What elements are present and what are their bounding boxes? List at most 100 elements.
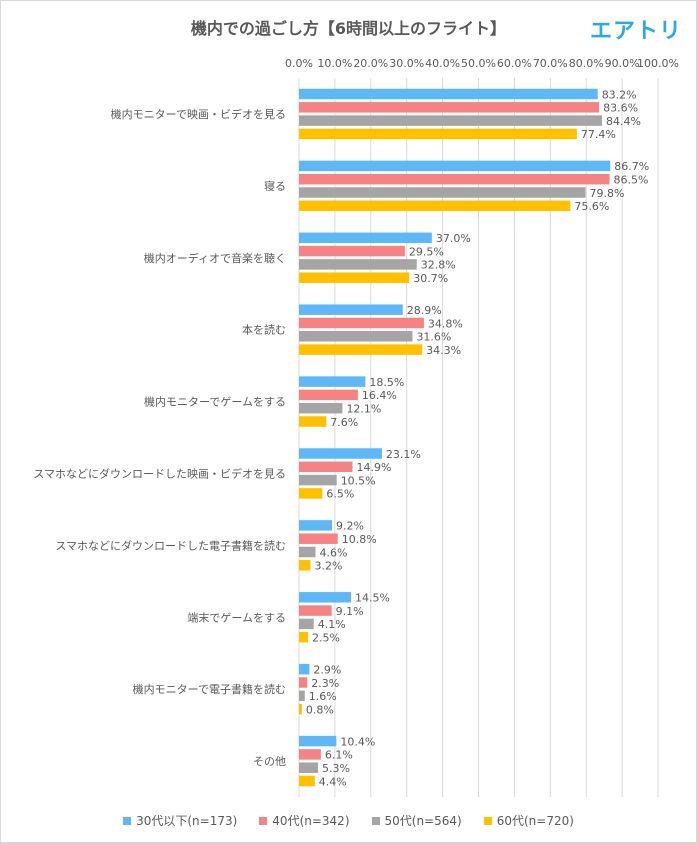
- data-label: 6.1%: [325, 749, 353, 762]
- bars: [299, 88, 611, 787]
- bar: [299, 762, 319, 773]
- category-label: 本を読む: [242, 323, 286, 337]
- data-label: 34.8%: [428, 317, 463, 330]
- bar: [299, 160, 611, 172]
- bar: [299, 416, 327, 427]
- grid-lines: [298, 78, 659, 797]
- data-label: 9.1%: [336, 605, 364, 618]
- data-label: 18.5%: [369, 376, 404, 389]
- data-label: 3.2%: [314, 560, 342, 573]
- legend-swatch: [483, 816, 492, 825]
- data-label: 2.9%: [313, 663, 341, 676]
- bar: [299, 488, 323, 499]
- data-label: 2.3%: [311, 677, 339, 690]
- data-label: 28.9%: [407, 304, 442, 317]
- bar: [299, 173, 610, 185]
- bar: [299, 605, 332, 616]
- data-label: 86.7%: [614, 160, 649, 173]
- category-label: 機内オーディオで音楽を聴く: [144, 251, 286, 265]
- data-label: 4.1%: [318, 618, 346, 631]
- x-tick-label: 30.0%: [389, 57, 424, 70]
- bar: [299, 533, 338, 544]
- bar: [299, 102, 600, 113]
- x-axis-ticks: 0.0% 10.0% 20.0% 30.0% 40.0% 50.0% 60.0% 70.0% 8…: [285, 57, 679, 70]
- data-label: 32.8%: [421, 259, 456, 272]
- bar: [299, 344, 423, 355]
- data-label: 84.4%: [606, 115, 641, 128]
- legend-label: 50代(n=564): [384, 814, 462, 828]
- x-tick-label: 60.0%: [497, 57, 532, 70]
- bar: [299, 663, 310, 675]
- bar: [299, 187, 586, 198]
- data-label: 79.8%: [589, 187, 624, 200]
- data-label: 77.4%: [581, 128, 616, 141]
- x-tick-label: 70.0%: [533, 57, 568, 70]
- data-label: 2.5%: [312, 631, 340, 644]
- bar: [299, 677, 308, 688]
- bar: [299, 88, 598, 100]
- data-label: 0.8%: [306, 703, 334, 716]
- data-label: 7.6%: [330, 416, 358, 429]
- bar: [299, 128, 577, 140]
- bar: [299, 304, 403, 315]
- data-label: 5.3%: [322, 762, 350, 775]
- data-label: 83.6%: [603, 102, 638, 115]
- category-label: スマホなどにダウンロードした映画・ビデオを見る: [33, 466, 286, 480]
- x-tick-label: 80.0%: [569, 57, 604, 70]
- bar: [299, 272, 410, 283]
- data-label: 1.6%: [309, 690, 337, 703]
- category-label: 機内モニターで電子書籍を読む: [133, 682, 286, 696]
- data-labels: 83.2%83.6%84.4%77.4% 86.7%86.5%79.8%75.6%…: [306, 88, 649, 788]
- data-label: 31.6%: [416, 331, 451, 344]
- bar: [299, 474, 337, 486]
- data-label: 86.5%: [614, 173, 649, 186]
- data-label: 6.5%: [326, 488, 354, 501]
- bar: [299, 259, 417, 270]
- data-label: 4.6%: [320, 546, 348, 559]
- legend-label: 60代(n=720): [496, 814, 574, 828]
- bar: [299, 245, 405, 257]
- bar: [299, 618, 314, 630]
- x-tick-label: 0.0%: [285, 57, 313, 70]
- category-labels: 機内モニターで映画・ビデオを見る寝る機内オーディオで音楽を聴く本を読む機内モニタ…: [33, 107, 286, 768]
- data-label: 29.5%: [409, 245, 444, 258]
- bar: [299, 631, 308, 643]
- data-label: 9.2%: [336, 520, 364, 533]
- data-label: 14.5%: [355, 592, 390, 605]
- data-label: 34.3%: [426, 344, 461, 357]
- category-label: 寝る: [264, 179, 286, 193]
- data-label: 83.2%: [602, 88, 637, 101]
- bar: [299, 546, 316, 558]
- x-tick-label: 20.0%: [353, 57, 388, 70]
- category-label: 機内モニターでゲームをする: [144, 395, 286, 409]
- legend-label: 40代(n=342): [272, 814, 350, 828]
- bar: [299, 461, 353, 473]
- bar: [299, 402, 343, 414]
- bar: [299, 389, 358, 401]
- bar: [299, 703, 302, 715]
- data-label: 16.4%: [362, 389, 397, 402]
- data-label: 23.1%: [386, 448, 421, 461]
- bar: [299, 520, 333, 531]
- bar: [299, 690, 305, 702]
- legend-swatch: [371, 816, 380, 825]
- legend-swatch: [259, 816, 268, 825]
- category-label: 機内モニターで映画・ビデオを見る: [111, 107, 286, 121]
- category-label: 端末でゲームをする: [187, 610, 286, 624]
- legend-item: 50代(n=564): [371, 812, 462, 829]
- x-tick-label: 50.0%: [461, 57, 496, 70]
- data-label: 14.9%: [356, 461, 391, 474]
- category-label: その他: [253, 755, 286, 768]
- data-label: 10.4%: [340, 735, 375, 748]
- bar: [299, 775, 315, 787]
- data-label: 10.8%: [342, 533, 377, 546]
- bar: [299, 376, 366, 387]
- bar: [299, 749, 321, 760]
- legend: 30代以下(n=173) 40代(n=342) 50代(n=564) 60代(n=72…: [0, 812, 697, 829]
- x-tick-label: 100.0%: [637, 57, 679, 70]
- bar: [299, 448, 382, 459]
- data-label: 37.0%: [436, 232, 471, 245]
- legend-item: 60代(n=720): [483, 812, 574, 829]
- data-label: 10.5%: [341, 474, 376, 487]
